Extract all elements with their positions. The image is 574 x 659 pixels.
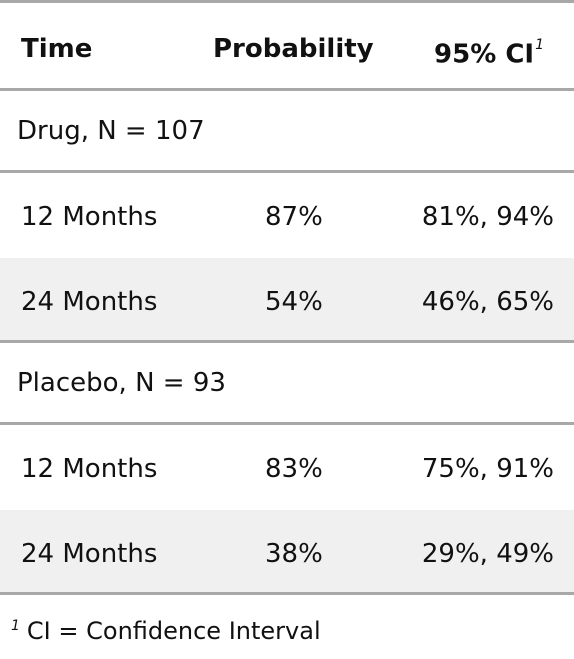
footnote-mark: 1 [11,618,20,634]
group-label: Drug, N = 107 [17,116,205,146]
group-label: Placebo, N = 93 [17,368,226,398]
cell-time: 24 Months [21,539,158,569]
column-header-ci: 95% CI1 [434,33,544,71]
cell-time: 12 Months [21,454,158,484]
column-header-ci-label: 95% CI [434,39,535,70]
footnote-mark: 1 [535,37,544,53]
cell-ci: 81%, 94% [421,202,554,232]
cell-probability: 54% [265,287,323,317]
column-header-time: Time [21,34,93,64]
column-header-probability: Probability [213,34,374,64]
table-row: 24 Months 38% 29%, 49% [0,510,574,595]
cell-probability: 83% [265,454,323,484]
table-row: 12 Months 83% 75%, 91% [0,425,574,510]
cell-time: 12 Months [21,202,158,232]
table-footnote: 1 CI = Confidence Interval [11,616,321,650]
table-header-row: Time Probability 95% CI1 [0,3,574,91]
cell-probability: 38% [265,539,323,569]
cell-ci: 46%, 65% [421,287,554,317]
table-row: 12 Months 87% 81%, 94% [0,173,574,258]
cell-probability: 87% [265,202,323,232]
cell-ci: 29%, 49% [421,539,554,569]
table-row: 24 Months 54% 46%, 65% [0,258,574,343]
summary-table: Time Probability 95% CI1 Drug, N = 107 1… [0,0,574,595]
table-top-rule [0,0,574,3]
group-header-placebo: Placebo, N = 93 [0,343,574,425]
cell-ci: 75%, 91% [421,454,554,484]
footnote-text: CI = Confidence Interval [26,617,321,645]
group-header-drug: Drug, N = 107 [0,91,574,173]
cell-time: 24 Months [21,287,158,317]
